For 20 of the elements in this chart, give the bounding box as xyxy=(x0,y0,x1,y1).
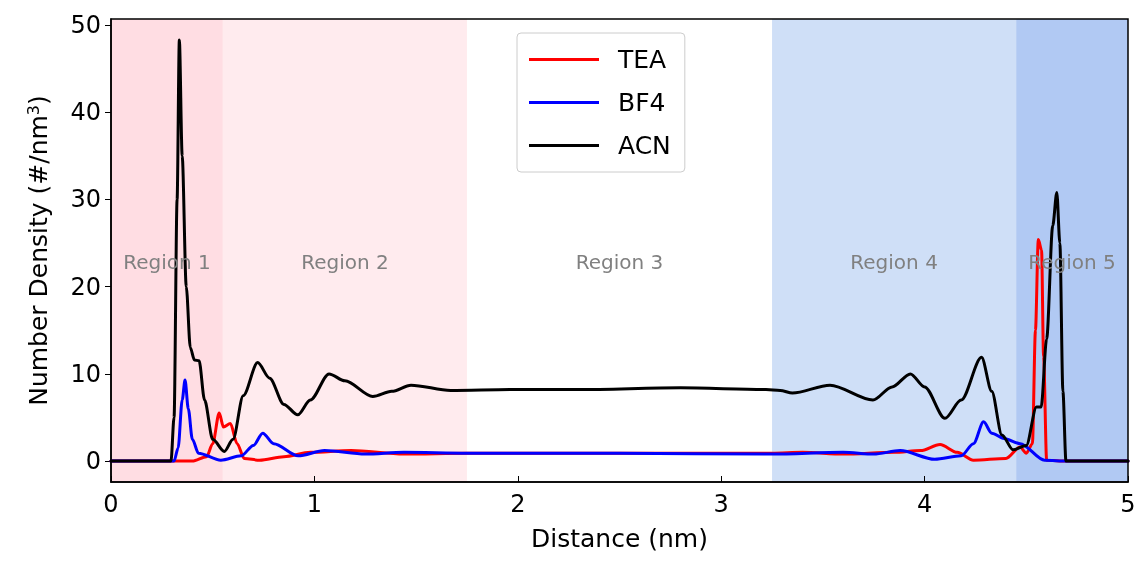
x-axis-title: Distance (nm) xyxy=(531,524,708,553)
x-tick-label: 0 xyxy=(103,490,119,518)
y-axis-title: Number Density (#/nm3) xyxy=(23,95,53,406)
y-tick-label: 0 xyxy=(85,447,101,476)
y-tick-label: 40 xyxy=(70,98,101,127)
y-tick-label: 50 xyxy=(70,11,101,40)
band-label: Region 2 xyxy=(301,250,389,274)
band-label: Region 4 xyxy=(850,250,938,274)
y-tick-label: 10 xyxy=(70,359,101,388)
y-tick-label: 30 xyxy=(70,185,101,214)
x-tick-label: 4 xyxy=(916,490,933,518)
legend-label: ACN xyxy=(618,131,671,160)
x-tick-label: 5 xyxy=(1120,490,1136,518)
y-tick-label: 20 xyxy=(70,272,101,301)
x-tick-label: 2 xyxy=(510,490,526,518)
legend-label: TEA xyxy=(617,45,667,74)
x-tick-label: 1 xyxy=(306,490,323,518)
annotation: Region 3 xyxy=(575,250,664,274)
x-tick-label: 3 xyxy=(713,490,729,518)
legend-label: BF4 xyxy=(618,88,666,117)
